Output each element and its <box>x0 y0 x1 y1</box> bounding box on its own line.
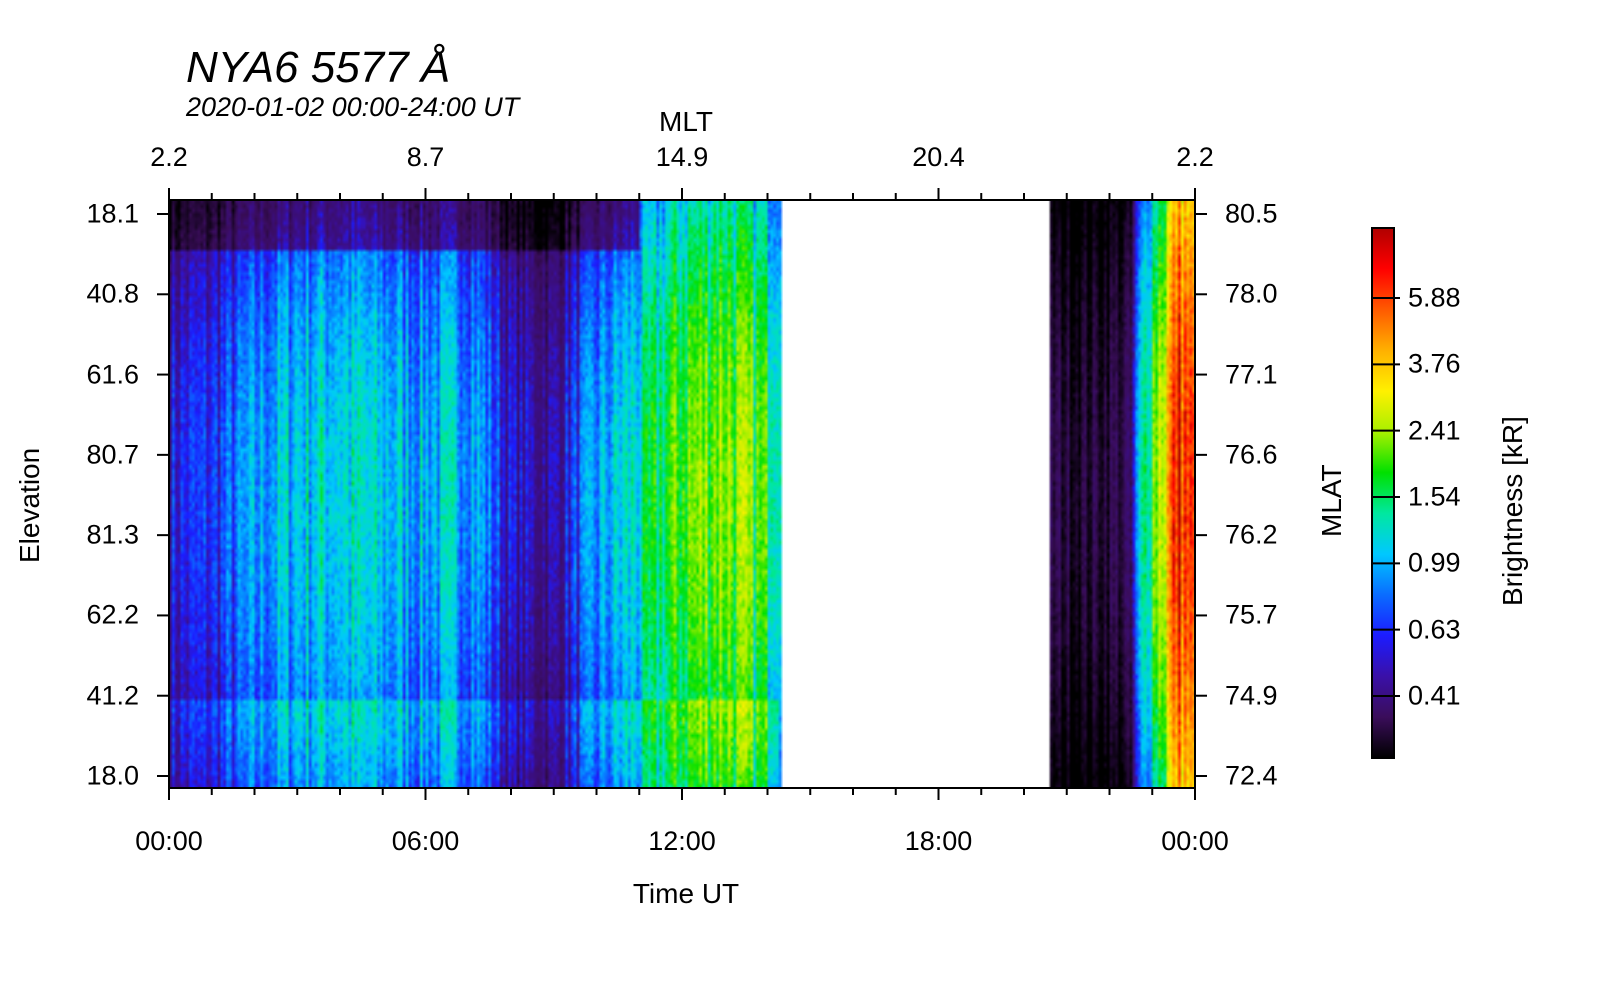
y-left-tick-label: 80.7 <box>86 439 139 470</box>
colorbar <box>1371 227 1395 759</box>
y-left-tick-label: 62.2 <box>86 599 139 630</box>
y-right-tick-label: 76.2 <box>1225 519 1278 550</box>
y-left-tick-label: 18.1 <box>86 198 139 229</box>
y-right-tick-label: 74.9 <box>1225 680 1278 711</box>
colorbar-tick-label: 0.63 <box>1408 614 1461 645</box>
chart-title: NYA6 5577 Å <box>186 43 451 92</box>
colorbar-tick-label: 5.88 <box>1408 282 1461 313</box>
colorbar-tick-label: 2.41 <box>1408 415 1461 446</box>
y-left-tick-label: 61.6 <box>86 359 139 390</box>
colorbar-tick-label: 3.76 <box>1408 348 1461 379</box>
y-right-tick-label: 80.5 <box>1225 198 1278 229</box>
y-right-tick-label: 72.4 <box>1225 760 1278 791</box>
x-tick-label: 00:00 <box>135 826 203 856</box>
y-right-tick-label: 77.1 <box>1225 359 1278 390</box>
top-tick-label: 2.2 <box>150 142 188 172</box>
y-right-tick-label: 78.0 <box>1225 278 1278 309</box>
x-tick-label: 06:00 <box>391 826 460 856</box>
top-tick-label: 20.4 <box>912 142 965 172</box>
top-tick-label: 2.2 <box>1176 142 1214 172</box>
y-left-tick-label: 18.0 <box>86 760 139 791</box>
colorbar-tick-label: 0.41 <box>1408 680 1461 711</box>
keogram-image <box>169 200 1195 788</box>
y-left-tick-label: 41.2 <box>86 680 139 711</box>
top-axis-title: MLT <box>659 106 713 137</box>
left-axis-title: Elevation <box>14 447 45 563</box>
top-tick-label: 14.9 <box>655 142 709 172</box>
x-tick-label: 12:00 <box>648 826 716 856</box>
colorbar-tick-label: 1.54 <box>1408 481 1461 512</box>
x-tick-label: 00:00 <box>1161 826 1229 856</box>
x-axis-title: Time UT <box>632 878 740 909</box>
y-right-tick-label: 76.6 <box>1225 439 1278 470</box>
y-left-tick-label: 81.3 <box>86 519 139 550</box>
right-axis-title: MLAT <box>1316 464 1347 537</box>
x-tick-label: 18:00 <box>904 826 973 856</box>
colorbar-title: Brightness [kR] <box>1497 416 1528 606</box>
colorbar-tick-label: 0.99 <box>1408 547 1461 578</box>
top-tick-label: 8.7 <box>406 142 445 172</box>
chart-subtitle: 2020-01-02 00:00-24:00 UT <box>186 92 520 122</box>
y-left-tick-label: 40.8 <box>86 278 139 309</box>
y-right-tick-label: 75.7 <box>1225 599 1278 630</box>
